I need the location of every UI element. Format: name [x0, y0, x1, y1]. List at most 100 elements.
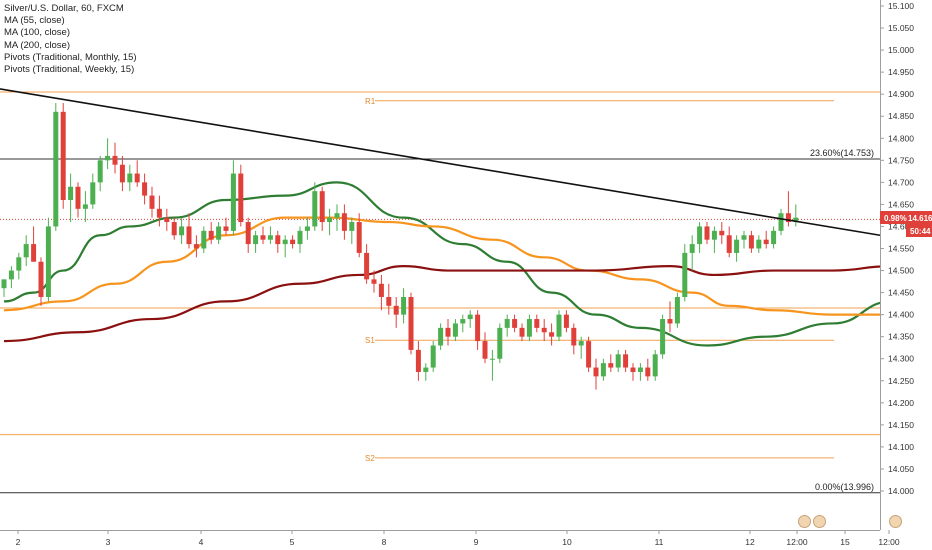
candle-body: [711, 230, 717, 240]
candle-body: [119, 164, 125, 183]
y-tick-label: 14.850: [888, 111, 914, 121]
x-tick-label: 15: [840, 537, 850, 547]
legend-ma55[interactable]: MA (55, close): [4, 15, 65, 27]
candle-body: [31, 244, 37, 262]
candle-body: [593, 367, 599, 377]
y-tick-label: 14.550: [888, 244, 914, 254]
candle-body: [512, 319, 518, 328]
fib-level-label: 0.00%(13.996): [815, 482, 874, 492]
legend-ma100[interactable]: MA (100, close): [4, 27, 70, 39]
candle-body: [75, 186, 81, 209]
price-tag-countdown: 50:44: [910, 227, 931, 236]
candle-body: [327, 217, 333, 223]
candle-body: [549, 332, 555, 337]
candle-body: [467, 314, 473, 320]
candle-body: [16, 257, 22, 271]
candle-body: [674, 297, 680, 324]
candle-body: [378, 283, 384, 297]
x-tick-label: 4: [199, 537, 204, 547]
candle-body: [201, 230, 207, 249]
candle-body: [430, 345, 436, 368]
candle-body: [386, 297, 392, 306]
candles: [1, 103, 799, 390]
candle-body: [223, 226, 229, 231]
candle-body: [793, 217, 799, 223]
x-tick-label: 12:00: [878, 537, 900, 547]
legend-pivots-monthly[interactable]: Pivots (Traditional, Monthly, 15): [4, 51, 137, 63]
y-tick-label: 14.950: [888, 67, 914, 77]
legend-title: Silver/U.S. Dollar, 60, FXCM: [4, 3, 124, 14]
candle-body: [504, 319, 510, 328]
y-tick-label: 14.700: [888, 177, 914, 187]
ma-line: [3, 265, 893, 343]
candle-body: [734, 239, 740, 253]
candle-body: [149, 195, 155, 209]
pivot-label: S2: [365, 454, 375, 463]
x-tick-label: 9: [474, 537, 479, 547]
candle-body: [97, 160, 103, 183]
ma-line: [3, 216, 892, 316]
x-tick-label: 12: [745, 537, 755, 547]
y-tick-label: 14.800: [888, 133, 914, 143]
y-tick-label: 14.900: [888, 89, 914, 99]
y-tick-label: 14.000: [888, 486, 914, 496]
legend-pivots-weekly[interactable]: Pivots (Traditional, Weekly, 15): [4, 64, 135, 76]
candle-body: [785, 213, 791, 223]
candle-body: [8, 270, 14, 280]
candle-body: [600, 363, 606, 377]
candle-body: [208, 230, 214, 240]
candle-body: [726, 235, 732, 253]
fib-level-label: 23.60%(14.753): [810, 148, 874, 158]
candle-body: [60, 111, 66, 200]
legend-ma200[interactable]: MA (200, close): [4, 39, 70, 51]
candle-body: [186, 226, 192, 245]
candle-body: [438, 327, 444, 346]
candle-body: [763, 239, 769, 245]
candle-body: [667, 319, 673, 324]
pivot-label: S1: [365, 336, 375, 345]
price-tag-change: 0.98%: [884, 214, 907, 223]
x-tick-label: 2: [16, 537, 21, 547]
time-axis[interactable]: 2 3 4 5 8 9 10 11 12 12:00 15 12:00: [0, 530, 900, 547]
y-tick-label: 14.200: [888, 398, 914, 408]
y-tick-label: 14.250: [888, 376, 914, 386]
candle-body: [608, 363, 614, 368]
event-flag-icon[interactable]: [813, 515, 826, 528]
candle-body: [164, 217, 170, 223]
candle-body: [563, 314, 569, 328]
price-axis[interactable]: 15.100 15.050 15.000 14.950 14.900 14.850 14.8…: [880, 0, 932, 550]
y-tick-label: 14.450: [888, 288, 914, 298]
candle-body: [297, 230, 303, 245]
candle-body: [652, 354, 658, 377]
candle-body: [556, 314, 562, 337]
candle-body: [304, 226, 310, 231]
moving-averages: [3, 181, 893, 347]
candle-body: [408, 297, 414, 350]
candle-body: [401, 297, 407, 315]
y-tick-label: 14.350: [888, 332, 914, 342]
candle-body: [756, 239, 762, 249]
event-flag-icon[interactable]: [798, 515, 811, 528]
candle-body: [156, 208, 162, 218]
candle-body: [23, 244, 29, 258]
candle-body: [475, 314, 481, 342]
candle-body: [253, 235, 259, 245]
candle-body: [238, 173, 244, 223]
candle-body: [127, 173, 133, 183]
candle-body: [364, 252, 370, 280]
y-tick-label: 14.300: [888, 354, 914, 364]
candle-body: [290, 239, 296, 245]
candle-body: [193, 244, 199, 249]
candle-body: [68, 186, 74, 200]
y-tick-label: 14.600: [888, 221, 914, 231]
event-flag-icon[interactable]: [889, 515, 902, 528]
candle-body: [179, 226, 185, 236]
candle-body: [82, 204, 88, 209]
candle-body: [38, 261, 44, 297]
candle-body: [519, 327, 525, 337]
price-tag: 0.98% 14.616 50:44: [880, 211, 932, 237]
trendline[interactable]: [0, 88, 881, 237]
candle-body: [267, 235, 273, 240]
candle-body: [689, 244, 695, 253]
